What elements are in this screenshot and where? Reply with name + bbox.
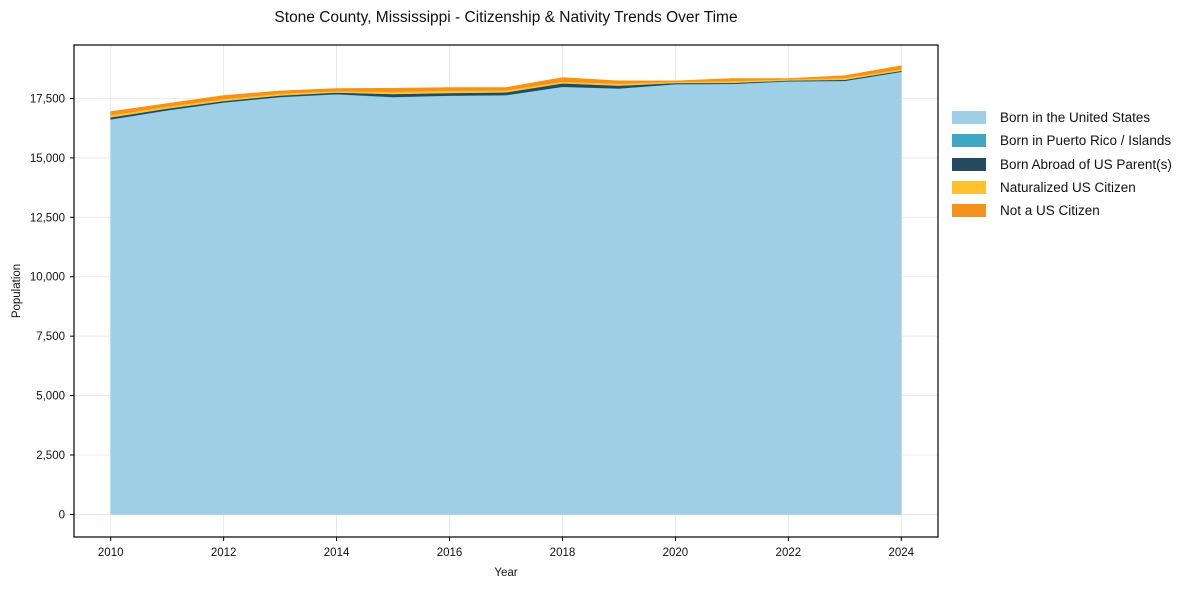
x-tick-label: 2020 xyxy=(663,547,689,559)
y-tick-label: 2,500 xyxy=(36,450,65,462)
legend: Born in the United States Born in Puerto … xyxy=(952,106,1172,222)
legend-item: Naturalized US Citizen xyxy=(952,176,1172,199)
legend-swatch xyxy=(952,134,986,148)
x-tick-label: 2022 xyxy=(776,547,802,559)
legend-label: Born Abroad of US Parent(s) xyxy=(1000,156,1172,172)
area-born-in-the-united-states xyxy=(110,71,902,515)
x-tick-label: 2024 xyxy=(888,547,914,559)
legend-label: Naturalized US Citizen xyxy=(1000,180,1136,196)
legend-label: Not a US Citizen xyxy=(1000,203,1100,219)
legend-item: Not a US Citizen xyxy=(952,199,1172,222)
x-axis: 2010 2012 2014 2016 2018 2020 2022 2024 xyxy=(98,537,915,559)
x-tick-label: 2010 xyxy=(98,547,124,559)
y-axis-label: Population xyxy=(11,264,23,318)
y-tick-label: 15,000 xyxy=(30,153,65,165)
legend-item: Born in the United States xyxy=(952,106,1172,129)
chart-title: Stone County, Mississippi - Citizenship … xyxy=(274,9,738,26)
legend-swatch xyxy=(952,204,986,218)
axes-frame xyxy=(73,44,939,538)
x-axis-label: Year xyxy=(494,567,517,579)
legend-swatch xyxy=(952,111,986,125)
y-tick-label: 5,000 xyxy=(36,391,65,403)
x-tick-label: 2014 xyxy=(324,547,350,559)
x-tick-label: 2012 xyxy=(211,547,237,559)
legend-item: Born in Puerto Rico / Islands xyxy=(952,129,1172,152)
y-tick-label: 10,000 xyxy=(30,272,65,284)
x-tick-label: 2016 xyxy=(437,547,463,559)
y-axis: 0 2,500 5,000 7,500 10,000 12,500 15,000 17,500 xyxy=(30,93,74,521)
x-tick-label: 2018 xyxy=(550,547,576,559)
y-tick-label: 7,500 xyxy=(36,331,65,343)
stacked-areas xyxy=(110,65,902,515)
legend-swatch xyxy=(952,181,986,195)
y-tick-label: 0 xyxy=(59,509,65,521)
legend-swatch xyxy=(952,157,986,171)
area-not-a-us-citizen xyxy=(110,65,902,116)
legend-label: Born in Puerto Rico / Islands xyxy=(1000,133,1172,149)
legend-item: Born Abroad of US Parent(s) xyxy=(952,153,1172,176)
legend-label: Born in the United States xyxy=(1000,110,1151,126)
y-tick-label: 17,500 xyxy=(30,93,65,105)
y-tick-label: 12,500 xyxy=(30,212,65,224)
